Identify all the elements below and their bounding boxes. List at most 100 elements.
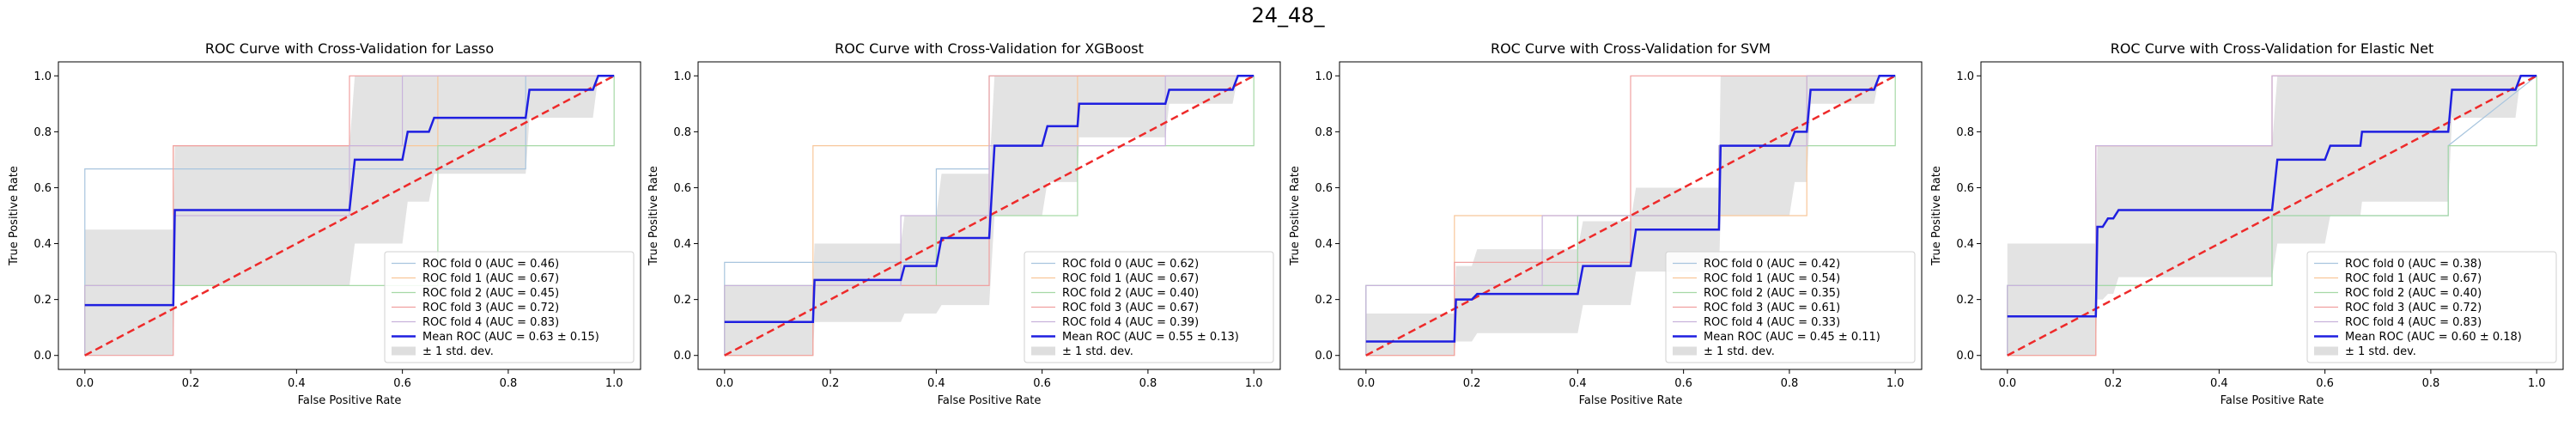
y-tick-label: 0.6 bbox=[1315, 182, 1333, 195]
y-tick-label: 0.6 bbox=[1956, 182, 1974, 195]
y-tick-label: 0.2 bbox=[673, 294, 691, 307]
legend-label: ROC fold 1 (AUC = 0.54) bbox=[1704, 272, 1840, 285]
figure-suptitle: 24_48_ bbox=[1251, 3, 1325, 27]
legend: ROC fold 0 (AUC = 0.38)ROC fold 1 (AUC =… bbox=[2306, 251, 2557, 363]
legend-label: ROC fold 3 (AUC = 0.61) bbox=[1704, 302, 1840, 314]
x-tick-label: 0.0 bbox=[1357, 377, 1375, 390]
axes-frame bbox=[1339, 61, 1923, 370]
panel-title: ROC Curve with Cross-Validation for XGBo… bbox=[835, 40, 1144, 57]
legend-label: ROC fold 0 (AUC = 0.42) bbox=[1704, 258, 1840, 271]
legend-swatch bbox=[2314, 346, 2338, 356]
panel-title: ROC Curve with Cross-Validation for Lass… bbox=[205, 40, 494, 57]
y-tick-label: 0.4 bbox=[673, 238, 691, 251]
roc-panel: 0.0 0.2 0.4 0.6 0.8 1.0 0.0 0.2 0.4 0.6 0.8 1.0 ROC … bbox=[1930, 40, 2564, 407]
x-axis-label: False Positive Rate bbox=[1579, 394, 1683, 407]
y-tick-label: 0.2 bbox=[1315, 294, 1333, 307]
legend-label: ROC fold 0 (AUC = 0.62) bbox=[1062, 258, 1199, 271]
roc-fold-line bbox=[84, 75, 615, 356]
x-tick-label: 0.4 bbox=[1569, 377, 1587, 390]
panel-title: ROC Curve with Cross-Validation for SVM bbox=[1491, 40, 1771, 57]
mean-roc-line bbox=[2007, 75, 2537, 318]
y-tick-label: 1.0 bbox=[673, 70, 691, 83]
x-tick-label: 0.6 bbox=[393, 377, 411, 390]
chance-diagonal-line bbox=[84, 75, 615, 357]
x-tick-label: 0.6 bbox=[1674, 377, 1692, 390]
y-axis-label: True Positive Rate bbox=[647, 166, 660, 266]
y-tick-label: 0.2 bbox=[33, 294, 52, 307]
y-tick-label: 0.8 bbox=[1956, 126, 1974, 139]
roc-panel: 0.0 0.2 0.4 0.6 0.8 1.0 0.0 0.2 0.4 0.6 0.8 1.0 ROC … bbox=[8, 40, 641, 407]
x-axis-label: False Positive Rate bbox=[298, 394, 402, 407]
legend-label: ROC fold 3 (AUC = 0.72) bbox=[2345, 302, 2482, 314]
roc-panel: 0.0 0.2 0.4 0.6 0.8 1.0 0.0 0.2 0.4 0.6 0.8 1.0 ROC … bbox=[1289, 40, 1923, 407]
y-tick-label: 0.0 bbox=[1315, 350, 1333, 363]
mean-roc-line bbox=[1365, 75, 1896, 343]
panel-title: ROC Curve with Cross-Validation for Elas… bbox=[2111, 40, 2434, 57]
legend-label: ± 1 std. dev. bbox=[2345, 345, 2416, 358]
legend-swatch bbox=[1031, 346, 1055, 356]
legend-label: ROC fold 2 (AUC = 0.40) bbox=[2345, 287, 2482, 300]
axes-frame bbox=[58, 61, 641, 370]
y-tick-label: 0.8 bbox=[33, 126, 52, 139]
x-tick-label: 0.8 bbox=[1139, 377, 1157, 390]
legend-label: ROC fold 4 (AUC = 0.83) bbox=[2345, 316, 2482, 329]
y-tick-label: 0.0 bbox=[33, 350, 52, 363]
x-axis-label: False Positive Rate bbox=[2221, 394, 2324, 407]
x-tick-label: 0.4 bbox=[2210, 377, 2228, 390]
legend-box bbox=[1024, 251, 1274, 363]
legend-label: ± 1 std. dev. bbox=[422, 345, 494, 358]
legend-label: ROC fold 4 (AUC = 0.39) bbox=[1062, 316, 1199, 329]
x-tick-label: 0.8 bbox=[2422, 377, 2440, 390]
y-tick-label: 0.4 bbox=[1956, 238, 1974, 251]
legend-label: Mean ROC (AUC = 0.55 ± 0.13) bbox=[1062, 331, 1239, 344]
y-axis-label: True Positive Rate bbox=[1930, 166, 1943, 266]
x-tick-label: 0.6 bbox=[1033, 377, 1051, 390]
legend-label: ± 1 std. dev. bbox=[1704, 345, 1775, 358]
y-tick-label: 0.0 bbox=[673, 350, 691, 363]
x-axis-label: False Positive Rate bbox=[938, 394, 1042, 407]
legend-label: ROC fold 0 (AUC = 0.38) bbox=[2345, 258, 2482, 271]
y-tick-label: 1.0 bbox=[1315, 70, 1333, 83]
legend-box bbox=[1665, 251, 1916, 363]
x-tick-label: 1.0 bbox=[605, 377, 623, 390]
legend-label: ROC fold 1 (AUC = 0.67) bbox=[1062, 272, 1199, 285]
legend-swatch bbox=[392, 346, 416, 356]
y-tick-label: 1.0 bbox=[1956, 70, 1974, 83]
x-tick-label: 0.2 bbox=[1463, 377, 1481, 390]
x-tick-label: 1.0 bbox=[1245, 377, 1263, 390]
x-tick-label: 0.4 bbox=[927, 377, 945, 390]
y-tick-label: 0.8 bbox=[1315, 126, 1333, 139]
legend-label: ROC fold 4 (AUC = 0.83) bbox=[422, 316, 559, 329]
x-tick-label: 0.6 bbox=[2316, 377, 2334, 390]
y-tick-label: 1.0 bbox=[33, 70, 52, 83]
x-tick-label: 0.2 bbox=[182, 377, 200, 390]
legend-label: ROC fold 1 (AUC = 0.67) bbox=[422, 272, 559, 285]
x-tick-label: 1.0 bbox=[1886, 377, 1905, 390]
x-tick-label: 0.0 bbox=[76, 377, 94, 390]
roc-fold-line bbox=[2007, 75, 2537, 356]
legend-label: ROC fold 2 (AUC = 0.40) bbox=[1062, 287, 1199, 300]
legend-swatch bbox=[1673, 346, 1697, 356]
legend-label: ROC fold 3 (AUC = 0.67) bbox=[1062, 302, 1199, 314]
legend-label: ± 1 std. dev. bbox=[1062, 345, 1133, 358]
y-tick-label: 0.6 bbox=[673, 182, 691, 195]
y-tick-label: 0.8 bbox=[673, 126, 691, 139]
x-tick-label: 0.4 bbox=[288, 377, 306, 390]
legend-label: ROC fold 2 (AUC = 0.45) bbox=[422, 287, 559, 300]
x-tick-label: 0.8 bbox=[1781, 377, 1799, 390]
legend-label: Mean ROC (AUC = 0.60 ± 0.18) bbox=[2345, 331, 2522, 344]
x-tick-label: 0.2 bbox=[2105, 377, 2123, 390]
legend: ROC fold 0 (AUC = 0.46)ROC fold 1 (AUC =… bbox=[384, 251, 635, 363]
legend-label: ROC fold 4 (AUC = 0.33) bbox=[1704, 316, 1840, 329]
roc-fold-line bbox=[84, 75, 615, 357]
x-tick-label: 0.0 bbox=[715, 377, 733, 390]
axes-frame bbox=[697, 61, 1281, 370]
x-tick-label: 0.2 bbox=[822, 377, 840, 390]
legend-label: ROC fold 2 (AUC = 0.35) bbox=[1704, 287, 1840, 300]
legend-label: ROC fold 3 (AUC = 0.72) bbox=[422, 302, 559, 314]
y-tick-label: 0.4 bbox=[1315, 238, 1333, 251]
y-tick-label: 0.6 bbox=[33, 182, 52, 195]
x-tick-label: 1.0 bbox=[2528, 377, 2546, 390]
y-tick-label: 0.0 bbox=[1956, 350, 1974, 363]
